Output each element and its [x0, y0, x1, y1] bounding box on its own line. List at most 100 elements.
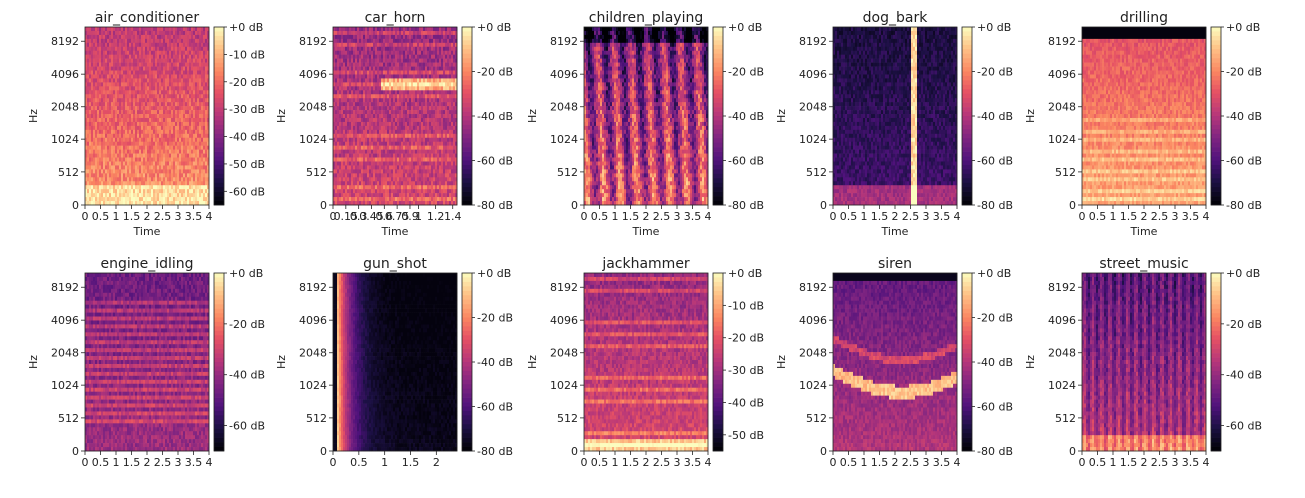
spectrogram-cell: [103, 142, 105, 146]
spectrogram-cell: [91, 86, 93, 90]
spectrogram-cell: [87, 110, 89, 114]
spectrogram-cell: [119, 71, 121, 75]
spectrogram-cell: [107, 134, 109, 138]
spectrogram-cell: [107, 169, 109, 173]
spectrogram-cell: [105, 55, 107, 59]
spectrogram-cell: [119, 185, 121, 189]
spectrogram-cell: [123, 43, 125, 47]
spectrogram-cell: [91, 27, 93, 31]
spectrogram-cell: [121, 55, 123, 59]
spectrogram-cell: [139, 110, 141, 114]
spectrogram-cell: [127, 134, 129, 138]
spectrogram-cell: [87, 59, 89, 63]
spectrogram-cell: [137, 74, 139, 78]
spectrogram-cell: [121, 142, 123, 146]
spectrogram-cell: [119, 94, 121, 98]
spectrogram-cell: [117, 55, 119, 59]
spectrogram-cell: [137, 71, 139, 75]
spectrogram-cell: [135, 82, 137, 86]
spectrogram-cell: [87, 98, 89, 102]
spectrogram-cell: [97, 181, 99, 185]
spectrogram-cell: [131, 71, 133, 75]
spectrogram-cell: [93, 138, 95, 142]
spectrogram-cell: [101, 39, 103, 43]
spectrogram-cell: [107, 47, 109, 51]
spectrogram-cell: [115, 142, 117, 146]
spectrogram-cell: [117, 134, 119, 138]
spectrogram-cell: [137, 114, 139, 118]
spectrogram-cell: [135, 47, 137, 51]
spectrogram-cell: [125, 142, 127, 146]
spectrogram-cell: [91, 31, 93, 35]
spectrogram-cell: [95, 71, 97, 75]
spectrogram-cell: [109, 82, 111, 86]
spectrogram-cell: [97, 189, 99, 193]
spectrogram-cell: [125, 51, 127, 55]
spectrogram-cell: [91, 35, 93, 39]
spectrogram-cell: [131, 158, 133, 162]
spectrogram-cell: [99, 47, 101, 51]
spectrogram-cell: [91, 98, 93, 102]
spectrogram-cell: [127, 122, 129, 126]
spectrogram-cell: [127, 67, 129, 71]
spectrogram-cell: [137, 110, 139, 114]
spectrogram-cell: [89, 154, 91, 158]
spectrogram-cell: [129, 181, 131, 185]
spectrogram-cell: [133, 161, 135, 165]
spectrogram-cell: [89, 74, 91, 78]
spectrogram-cell: [139, 98, 141, 102]
spectrogram-cell: [135, 169, 137, 173]
spectrogram-cell: [113, 154, 115, 158]
spectrogram-cell: [109, 150, 111, 154]
spectrogram-cell: [125, 35, 127, 39]
spectrogram-cell: [109, 39, 111, 43]
spectrogram-cell: [87, 90, 89, 94]
spectrogram-cell: [99, 51, 101, 55]
spectrogram-cell: [127, 126, 129, 130]
spectrogram-cell: [133, 102, 135, 106]
spectrogram-cell: [121, 169, 123, 173]
spectrogram-cell: [91, 169, 93, 173]
spectrogram-cell: [119, 98, 121, 102]
spectrogram-cell: [99, 142, 101, 146]
spectrogram-cell: [131, 185, 133, 189]
spectrogram-cell: [117, 165, 119, 169]
spectrogram-cell: [117, 189, 119, 193]
spectrogram-cell: [115, 110, 117, 114]
spectrogram-cell: [97, 193, 99, 197]
spectrogram-cell: [139, 114, 141, 118]
spectrogram-cell: [97, 165, 99, 169]
spectrogram-cell: [95, 74, 97, 78]
spectrogram-cell: [109, 197, 111, 201]
spectrogram-cell: [123, 63, 125, 67]
spectrogram-cell: [127, 118, 129, 122]
spectrogram-cell: [91, 43, 93, 47]
spectrogram-cell: [87, 78, 89, 82]
spectrogram-cell: [113, 165, 115, 169]
spectrogram-cell: [115, 197, 117, 201]
spectrogram-cell: [133, 193, 135, 197]
spectrogram-cell: [127, 51, 129, 55]
spectrogram-cell: [97, 63, 99, 67]
spectrogram-cell: [99, 43, 101, 47]
spectrogram-cell: [109, 169, 111, 173]
spectrogram-cell: [135, 185, 137, 189]
spectrogram-cell: [123, 67, 125, 71]
spectrogram-cell: [139, 27, 141, 31]
spectrogram-cell: [127, 82, 129, 86]
spectrogram-cell: [89, 67, 91, 71]
spectrogram-cell: [135, 122, 137, 126]
spectrogram-cell: [133, 142, 135, 146]
spectrogram-cell: [123, 165, 125, 169]
spectrogram-cell: [113, 197, 115, 201]
spectrogram-cell: [87, 82, 89, 86]
spectrogram-cell: [99, 185, 101, 189]
spectrogram-cell: [133, 138, 135, 142]
spectrogram-cell: [105, 165, 107, 169]
spectrogram-cell: [113, 39, 115, 43]
spectrogram-cell: [99, 90, 101, 94]
spectrogram-cell: [97, 78, 99, 82]
spectrogram-cell: [91, 161, 93, 165]
spectrogram-cell: [117, 63, 119, 67]
spectrogram-cell: [115, 126, 117, 130]
